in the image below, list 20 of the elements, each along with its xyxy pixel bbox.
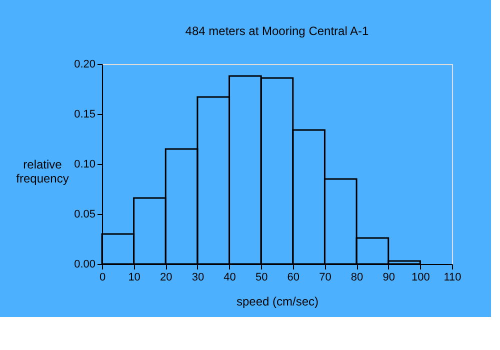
y-tick-label: 0.00 <box>74 258 96 270</box>
x-tick-label: 60 <box>287 272 300 284</box>
x-tick-label: 40 <box>224 272 236 284</box>
y-axis-title: relative frequency <box>16 158 69 186</box>
x-axis-title: speed (cm/sec) <box>236 294 319 308</box>
y-tick-label: 0.15 <box>74 108 96 120</box>
y-tick-label: 0.05 <box>74 208 96 220</box>
x-tick-label: 100 <box>412 272 430 284</box>
chart-title: 484 meters at Mooring Central A-1 <box>185 24 370 38</box>
x-tick-label: 110 <box>444 272 462 284</box>
y-tick-label: 0.10 <box>74 158 96 170</box>
x-tick-label: 80 <box>350 272 364 284</box>
x-tick-label: 20 <box>160 272 172 284</box>
x-tick-label: 90 <box>382 272 395 284</box>
x-tick-label: 0 <box>99 272 106 284</box>
y-tick-label: 0.20 <box>74 58 96 70</box>
x-tick-label: 70 <box>319 272 332 284</box>
x-tick-label: 50 <box>255 272 268 284</box>
x-tick-label: 10 <box>128 272 140 284</box>
x-tick-label: 30 <box>192 272 204 284</box>
